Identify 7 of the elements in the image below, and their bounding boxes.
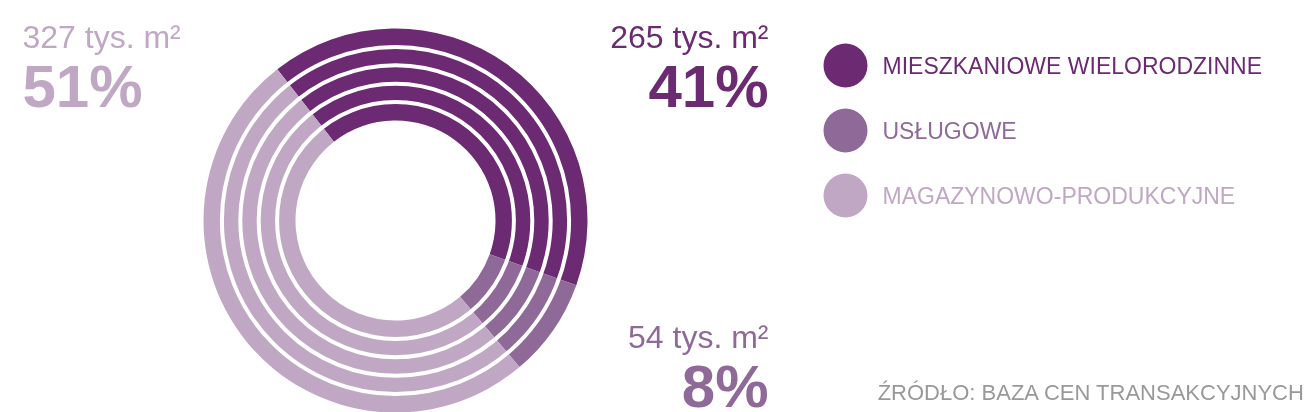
data-label: 265 tys. m² 41% — [610, 18, 769, 120]
data-label: 327 tys. m² 51% — [22, 18, 182, 120]
text: ŹRÓDŁO: BAZA CEN TRANSAKCYJNYCH — [877, 379, 1304, 405]
legend-label: MAGAZYNOWO-PRODUKCYJNE — [882, 182, 1236, 209]
legend-label: USŁUGOWE — [882, 117, 1017, 144]
data-label: 54 tys. m² 8% — [628, 318, 769, 412]
legend-label: MIESZKANIOWE WIELORODZINNE — [882, 52, 1263, 79]
